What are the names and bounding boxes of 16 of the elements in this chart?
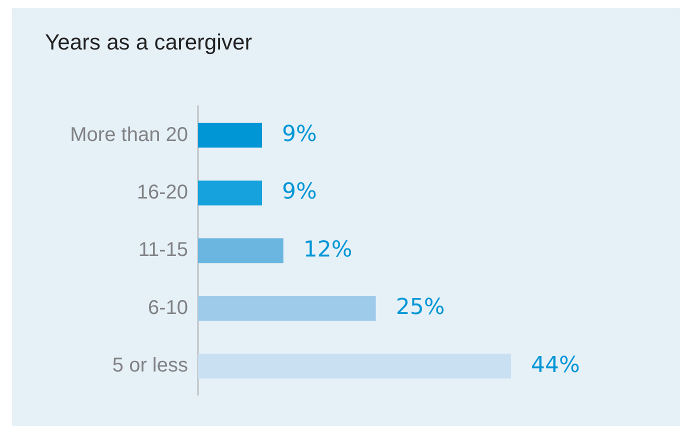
y-tick-label: 16-20	[136, 181, 188, 204]
data-label: 9%	[282, 122, 317, 147]
bar	[198, 296, 376, 321]
data-label: 12%	[303, 237, 352, 262]
chart-title: Years as a carergiver	[45, 29, 252, 54]
y-tick-label: 6-10	[148, 296, 188, 319]
y-tick-label: 5 or less	[112, 354, 188, 377]
data-label: 25%	[396, 295, 445, 320]
y-tick-label: 11-15	[138, 239, 188, 262]
data-label: 9%	[282, 180, 317, 205]
bar	[198, 354, 511, 379]
bar	[198, 238, 284, 264]
y-tick-label: More than 20	[70, 124, 188, 146]
data-label: 44%	[531, 352, 580, 378]
bar	[198, 122, 262, 148]
bar	[198, 180, 262, 206]
